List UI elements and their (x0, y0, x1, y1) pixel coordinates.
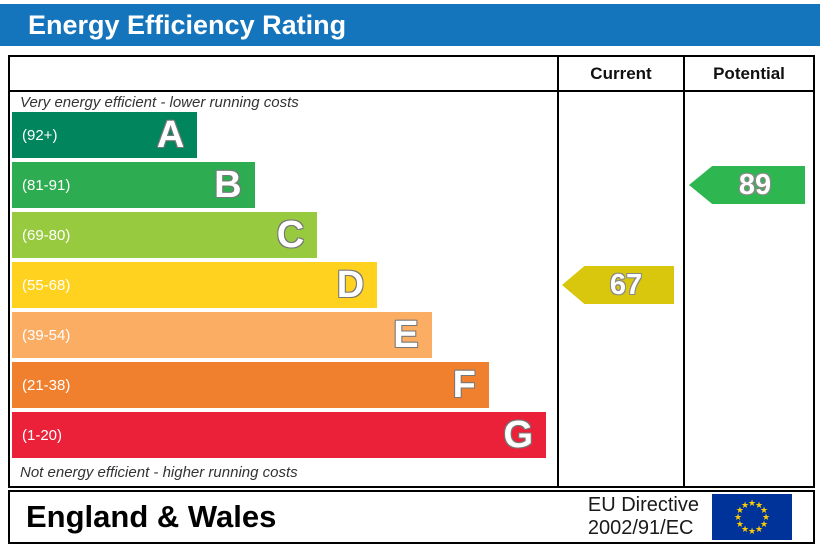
current-column-header: Current (590, 63, 652, 83)
svg-text:★: ★ (748, 499, 756, 509)
band-range: (55-68) (22, 276, 71, 294)
band-range: (92+) (22, 126, 58, 144)
svg-text:★: ★ (748, 527, 756, 537)
svg-text:★: ★ (755, 525, 763, 535)
band-letter: G (503, 414, 534, 456)
table-header-row: Current Potential (10, 57, 813, 92)
svg-text:★: ★ (741, 501, 749, 511)
svg-text:★: ★ (736, 506, 744, 516)
band-letter: A (156, 114, 185, 156)
potential-rating-arrow: 89 (689, 166, 805, 204)
band-a: (92+) A (12, 112, 198, 158)
band-d: (55-68) D (12, 262, 378, 308)
potential-column-header: Potential (713, 63, 785, 83)
rating-bands: (92+) A (81-91) B (69-80) C (55-68) D (39-54) E (2… (12, 112, 557, 462)
potential-rating-value: 89 (738, 168, 772, 201)
title-bar: Energy Efficiency Rating (0, 4, 820, 46)
band-c: (69-80) C (12, 212, 318, 258)
column-divider-current (557, 57, 559, 486)
band-g: (1-20) G (12, 412, 547, 458)
svg-text:★: ★ (734, 513, 742, 523)
band-range: (69-80) (22, 226, 71, 244)
band-range: (21-38) (22, 376, 71, 394)
region-label: England & Wales (26, 499, 277, 534)
band-range: (39-54) (22, 326, 71, 344)
bottom-note: Not energy efficient - higher running co… (20, 464, 298, 481)
column-divider-potential (683, 57, 685, 486)
eu-flag: ★ ★ ★ ★ ★ ★ ★ ★ ★ ★ ★ ★ (712, 494, 792, 540)
svg-text:★: ★ (760, 506, 768, 516)
band-letter: C (276, 214, 305, 256)
band-f: (21-38) F (12, 362, 489, 408)
svg-text:★: ★ (736, 520, 744, 530)
rating-table: Current Potential Very energy efficient … (8, 55, 815, 488)
eu-directive-line2: 2002/91/EC (587, 517, 694, 539)
band-letter: B (214, 164, 242, 206)
eu-directive-line1: EU Directive (587, 494, 699, 516)
top-note: Very energy efficient - lower running co… (20, 94, 299, 111)
current-rating-value: 67 (609, 268, 643, 301)
band-b: (81-91) B (12, 162, 255, 208)
band-letter: F (452, 364, 476, 406)
eu-directive-label: EU Directive 2002/91/EC (588, 494, 699, 540)
footer: England & Wales EU Directive 2002/91/EC … (8, 490, 815, 544)
band-letter: E (393, 314, 419, 356)
svg-text:★: ★ (762, 513, 770, 523)
current-rating-arrow: 67 (562, 266, 674, 304)
band-letter: D (336, 264, 365, 306)
svg-text:★: ★ (741, 525, 749, 535)
svg-text:★: ★ (760, 520, 768, 530)
band-e: (39-54) E (12, 312, 432, 358)
band-range: (1-20) (22, 426, 63, 444)
svg-text:★: ★ (755, 501, 763, 511)
page-title: Energy Efficiency Rating (28, 10, 347, 40)
band-range: (81-91) (22, 176, 71, 194)
